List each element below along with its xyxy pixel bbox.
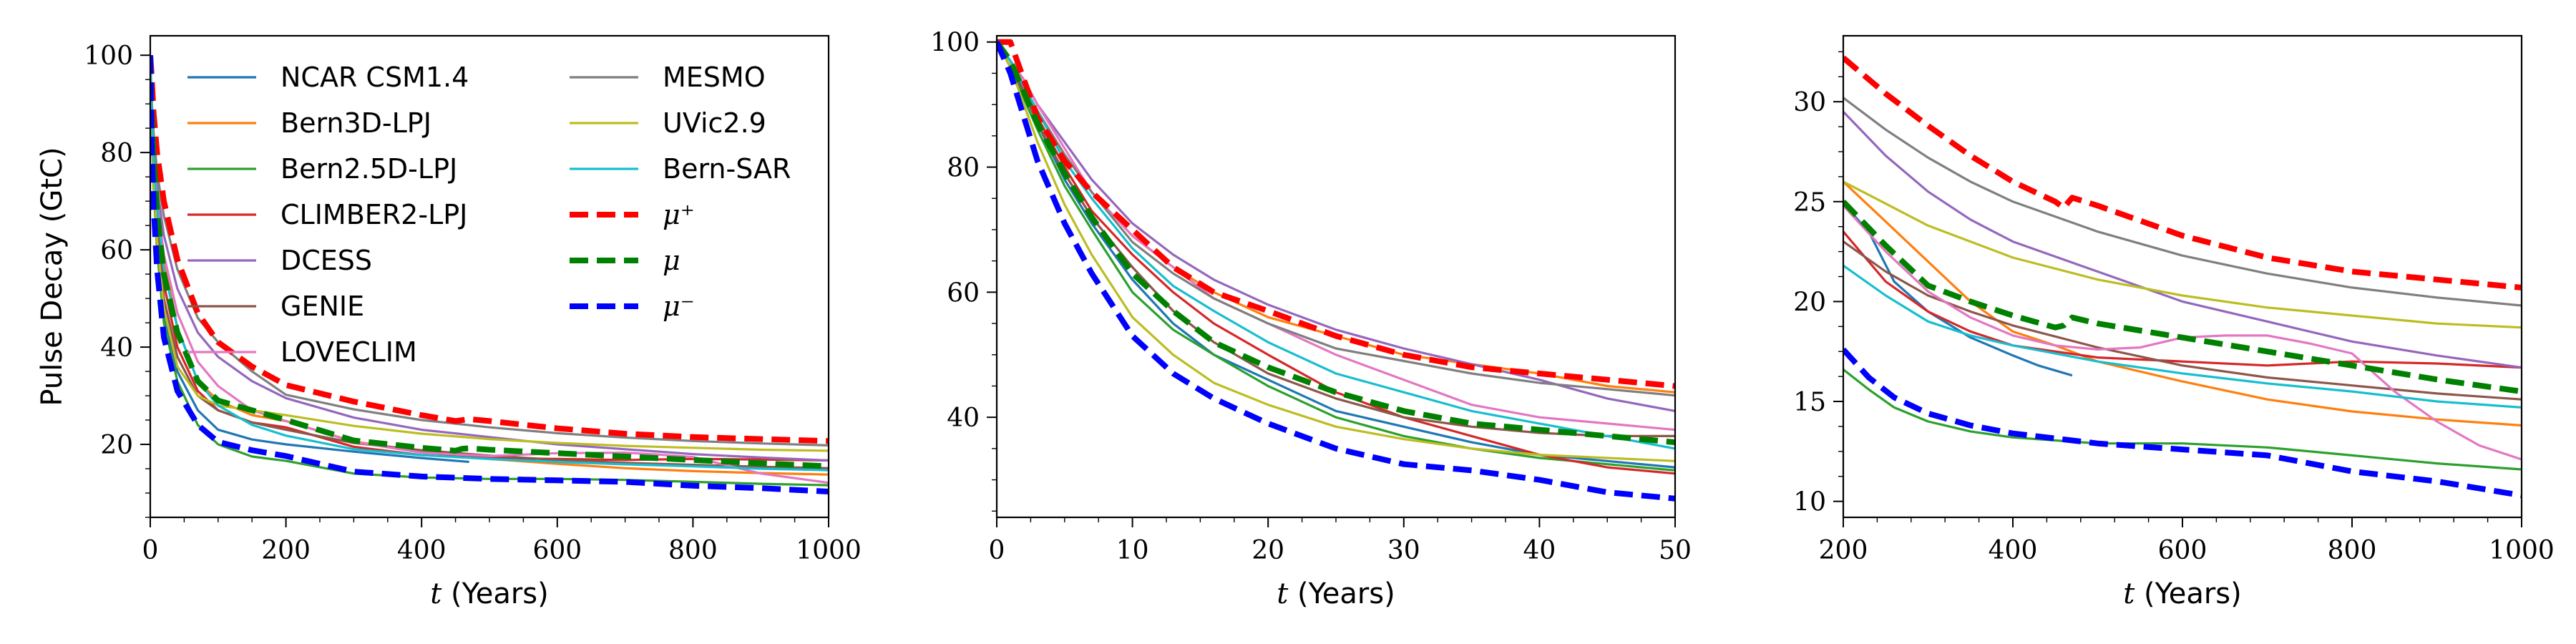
y-tick-label: 80 [947, 154, 980, 183]
series-line-mesmo [1843, 97, 2522, 307]
legend-label: μ⁺ [663, 199, 695, 230]
y-tick-label: 40 [947, 404, 980, 433]
series-line-genie [1843, 240, 2522, 401]
series-group [1843, 55, 2522, 499]
x-tick-label: 1000 [796, 536, 862, 565]
legend-label: μ⁻ [663, 291, 695, 322]
chart-panel-first-50-years: 0 10 20 30 40 50 40 60 80 100 t (Years) [930, 29, 1692, 610]
series-group [150, 54, 829, 494]
y-tick-label: 60 [100, 236, 133, 265]
y-tick-label: 20 [1793, 288, 1826, 317]
series-line- [997, 40, 1675, 446]
y-tick-label: 40 [100, 333, 133, 363]
series-line-ncar-csm1-4 [1843, 203, 2073, 377]
legend-label: DCESS [280, 245, 372, 276]
y-tick-label: 100 [930, 29, 980, 58]
legend-label: CLIMBER2-LPJ [280, 199, 467, 230]
series-line-dcess [1843, 110, 2522, 369]
legend-label: LOVECLIM [280, 336, 417, 368]
x-axis-label: t (Years) [1277, 577, 1395, 610]
x-tick-label: 0 [989, 536, 1005, 565]
x-tick-label: 400 [1989, 536, 2038, 565]
series-line-ncar-csm1-4 [997, 41, 1675, 469]
x-tick-label: 40 [1523, 536, 1556, 565]
series-line- [997, 39, 1675, 389]
x-tick-label: 1000 [2489, 536, 2555, 565]
x-tick-label: 200 [1819, 536, 1868, 565]
x-tick-label: 10 [1116, 536, 1149, 565]
x-axis-label: t (Years) [2123, 577, 2242, 610]
legend-label: Bern-SAR [663, 153, 791, 185]
y-tick-label: 30 [1793, 88, 1826, 117]
y-tick-label: 10 [1793, 488, 1826, 517]
x-tick-label: 400 [397, 536, 447, 565]
x-tick-label: 200 [261, 536, 311, 565]
series-line-genie [997, 41, 1675, 437]
y-tick-label: 20 [100, 431, 133, 460]
y-tick-label: 60 [947, 278, 980, 308]
x-tick-label: 600 [2158, 536, 2207, 565]
chart-panel-full-range: 0 200 400 600 800 1000 20 40 60 80 100 t (Years) Pul… [36, 34, 862, 610]
series-line-bern2-5d-lpj [1843, 369, 2522, 471]
x-axis-label: t (Years) [430, 577, 549, 610]
chart-panel-200-to-1000-years: 200 400 600 800 1000 10 15 20 25 30 t (Years) [1793, 34, 2555, 610]
series-line- [1843, 347, 2522, 499]
series-line-climber2-lpj [1843, 230, 2522, 369]
series-line- [1843, 55, 2522, 291]
x-tick-label: 800 [668, 536, 718, 565]
series-line-uvic2-9 [997, 41, 1675, 462]
y-tick-label: 25 [1793, 188, 1826, 218]
series-line-bern-sar [997, 41, 1675, 450]
series-line-loveclim [1843, 205, 2522, 461]
series-line-bern3d-lpj [1843, 180, 2522, 427]
series-line-bern-sar [1843, 264, 2522, 409]
legend-label: Bern3D-LPJ [280, 107, 431, 139]
legend-label: Bern2.5D-LPJ [280, 153, 457, 185]
x-tick-label: 20 [1252, 536, 1284, 565]
x-tick-label: 50 [1659, 536, 1692, 565]
series-line-climber2-lpj [997, 41, 1675, 475]
series-line- [1843, 200, 2522, 395]
x-tick-label: 0 [142, 536, 159, 565]
legend-label: μ [663, 245, 680, 276]
series-line-bern2-5d-lpj [997, 41, 1675, 472]
series-line- [150, 55, 829, 469]
legend: NCAR CSM1.4 Bern3D-LPJ Bern2.5D-LPJ CLIMBER… [187, 62, 791, 368]
y-tick-label: 15 [1793, 388, 1826, 417]
x-tick-label: 600 [532, 536, 582, 565]
y-tick-label: 100 [84, 42, 133, 71]
x-tick-label: 800 [2328, 536, 2377, 565]
legend-label: UVic2.9 [663, 107, 766, 139]
series-line-uvic2-9 [1843, 180, 2522, 329]
series-line- [150, 54, 829, 444]
y-tick-label: 80 [100, 139, 133, 168]
series-group [997, 39, 1675, 502]
plot-frame [995, 34, 1677, 519]
y-axis-label: Pulse Decay (GtC) [36, 147, 69, 406]
legend-label: NCAR CSM1.4 [280, 62, 469, 93]
series-line-loveclim [997, 41, 1675, 431]
legend-label: MESMO [663, 62, 766, 93]
series-line- [150, 55, 829, 494]
legend-label: GENIE [280, 291, 364, 322]
x-tick-label: 30 [1387, 536, 1420, 565]
